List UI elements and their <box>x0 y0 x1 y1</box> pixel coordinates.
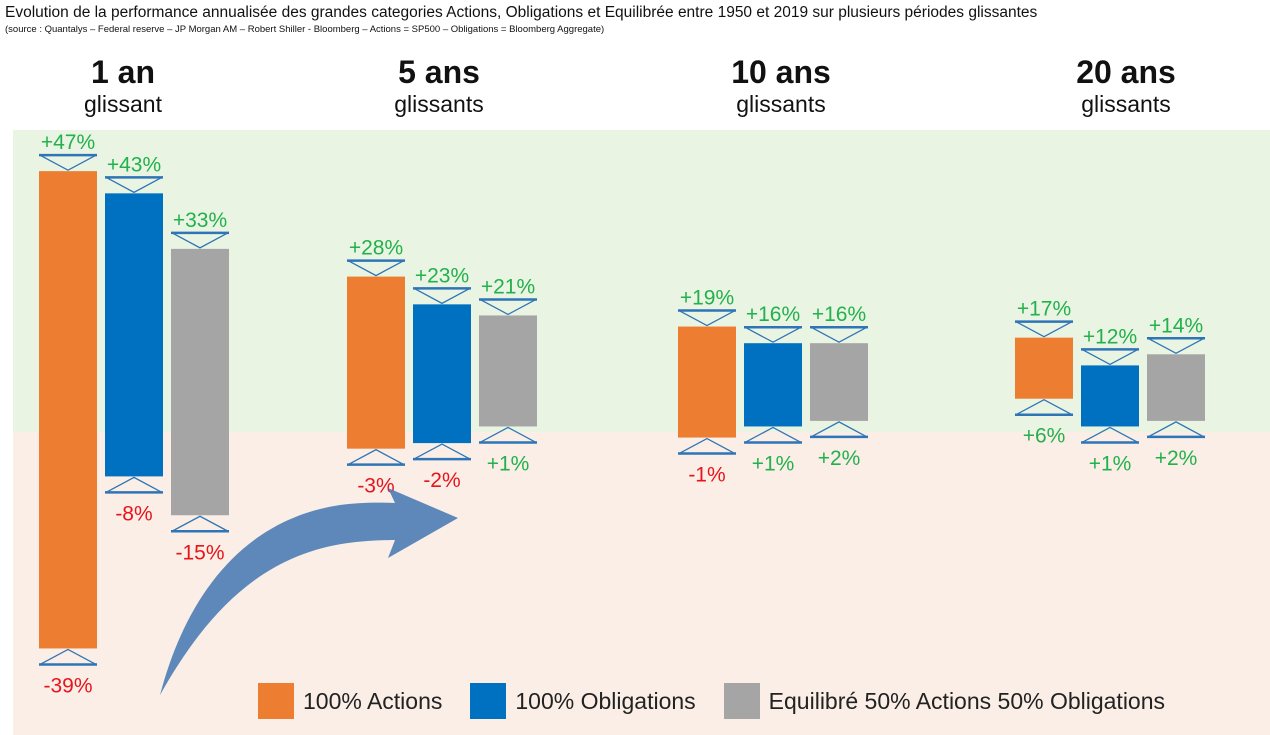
period-title: 20 ans <box>1076 54 1176 90</box>
range-bar <box>1015 337 1073 399</box>
range-bar <box>479 315 537 427</box>
range-bar <box>39 171 97 649</box>
min-value-label: -15% <box>175 541 224 564</box>
period-header-20-ans: 20 ans glissants <box>996 54 1256 118</box>
max-value-label: +16% <box>812 303 866 326</box>
min-marker-icon <box>1015 398 1073 416</box>
min-value-label: -39% <box>43 674 92 697</box>
period-header-10-ans: 10 ans glissants <box>651 54 911 118</box>
max-value-label: +21% <box>481 275 535 298</box>
range-bar <box>678 326 736 438</box>
range-bar <box>171 248 229 516</box>
min-marker-icon <box>678 437 736 455</box>
min-value-label: +6% <box>1023 425 1066 448</box>
max-value-label: +16% <box>746 303 800 326</box>
min-marker-icon <box>39 648 97 666</box>
min-value-label: +1% <box>1089 452 1132 475</box>
min-value-label: +2% <box>1155 447 1198 470</box>
max-marker-icon <box>39 154 97 171</box>
max-value-label: +43% <box>107 153 161 176</box>
min-value-label: -1% <box>688 464 725 487</box>
chart-title: Evolution de la performance annualisée d… <box>5 4 1038 21</box>
max-marker-icon <box>479 298 537 316</box>
max-value-label: +23% <box>415 264 469 287</box>
max-marker-icon <box>171 232 229 249</box>
legend-swatch <box>258 683 294 719</box>
range-bar <box>1081 365 1139 427</box>
range-bar <box>413 304 471 444</box>
max-value-label: +33% <box>173 209 227 232</box>
period-subtitle: glissants <box>1081 91 1171 117</box>
legend-label: 100% Actions <box>303 687 443 714</box>
period-title: 1 an <box>90 54 156 90</box>
min-marker-icon <box>1147 421 1205 438</box>
max-marker-icon <box>347 259 405 277</box>
period-subtitle: glissant <box>84 91 162 117</box>
min-value-label: +1% <box>752 452 795 475</box>
min-marker-icon <box>479 426 537 444</box>
min-value-label: -2% <box>423 469 460 492</box>
max-value-label: +28% <box>349 237 403 260</box>
max-value-label: +17% <box>1017 298 1071 321</box>
max-marker-icon <box>744 326 802 343</box>
period-title: 10 ans <box>731 54 831 90</box>
legend-item-actions: 100% Actions <box>258 683 442 719</box>
chart-source: (source : Quantalys – Federal reserve – … <box>5 24 605 35</box>
max-value-label: +12% <box>1083 325 1137 348</box>
legend-label: 100% Obligations <box>515 687 696 714</box>
chart-marks: +47% -39% +28% -3% +19% -1% +17% +6% +43% -8% +23%… <box>39 131 1205 697</box>
legend-swatch <box>723 683 760 719</box>
max-marker-icon <box>105 176 163 194</box>
max-marker-icon <box>678 309 736 327</box>
min-value-label: -8% <box>115 502 152 525</box>
period-header-5-ans: 5 ans glissants <box>309 54 569 118</box>
max-value-label: +14% <box>1149 314 1203 337</box>
period-header-1-an: 1 an glissant <box>0 54 253 118</box>
max-value-label: +19% <box>680 287 734 310</box>
chart-legend: 100% Actions 100% Obligations Equilibré … <box>258 683 1193 719</box>
period-subtitle: glissants <box>736 91 826 117</box>
min-value-label: +2% <box>818 447 861 470</box>
min-value-label: +1% <box>487 452 530 475</box>
min-marker-icon <box>810 421 868 438</box>
min-value-label: -3% <box>357 475 394 498</box>
min-marker-icon <box>105 476 163 494</box>
range-bar <box>744 343 802 427</box>
max-marker-icon <box>1015 320 1073 338</box>
range-bar <box>1147 354 1205 421</box>
period-subtitle: glissants <box>394 91 484 117</box>
legend-item-equilibre: Equilibré 50% Actions 50% Obligations <box>723 683 1166 719</box>
max-value-label: +47% <box>41 131 95 154</box>
period-title: 5 ans <box>398 54 480 90</box>
max-marker-icon <box>1147 337 1205 355</box>
min-marker-icon <box>347 448 405 466</box>
range-bar <box>105 193 163 477</box>
min-marker-icon <box>171 515 229 532</box>
legend-swatch <box>470 683 507 719</box>
trend-arrow-icon <box>160 488 458 695</box>
min-marker-icon <box>413 443 471 460</box>
legend-label: Equilibré 50% Actions 50% Obligations <box>768 687 1166 714</box>
max-marker-icon <box>1081 348 1139 366</box>
max-marker-icon <box>413 287 471 305</box>
max-marker-icon <box>810 326 868 343</box>
range-bar <box>810 343 868 421</box>
legend-item-obligations: 100% Obligations <box>470 683 696 719</box>
min-marker-icon <box>1081 426 1139 444</box>
range-bar <box>347 276 405 449</box>
min-marker-icon <box>744 426 802 444</box>
